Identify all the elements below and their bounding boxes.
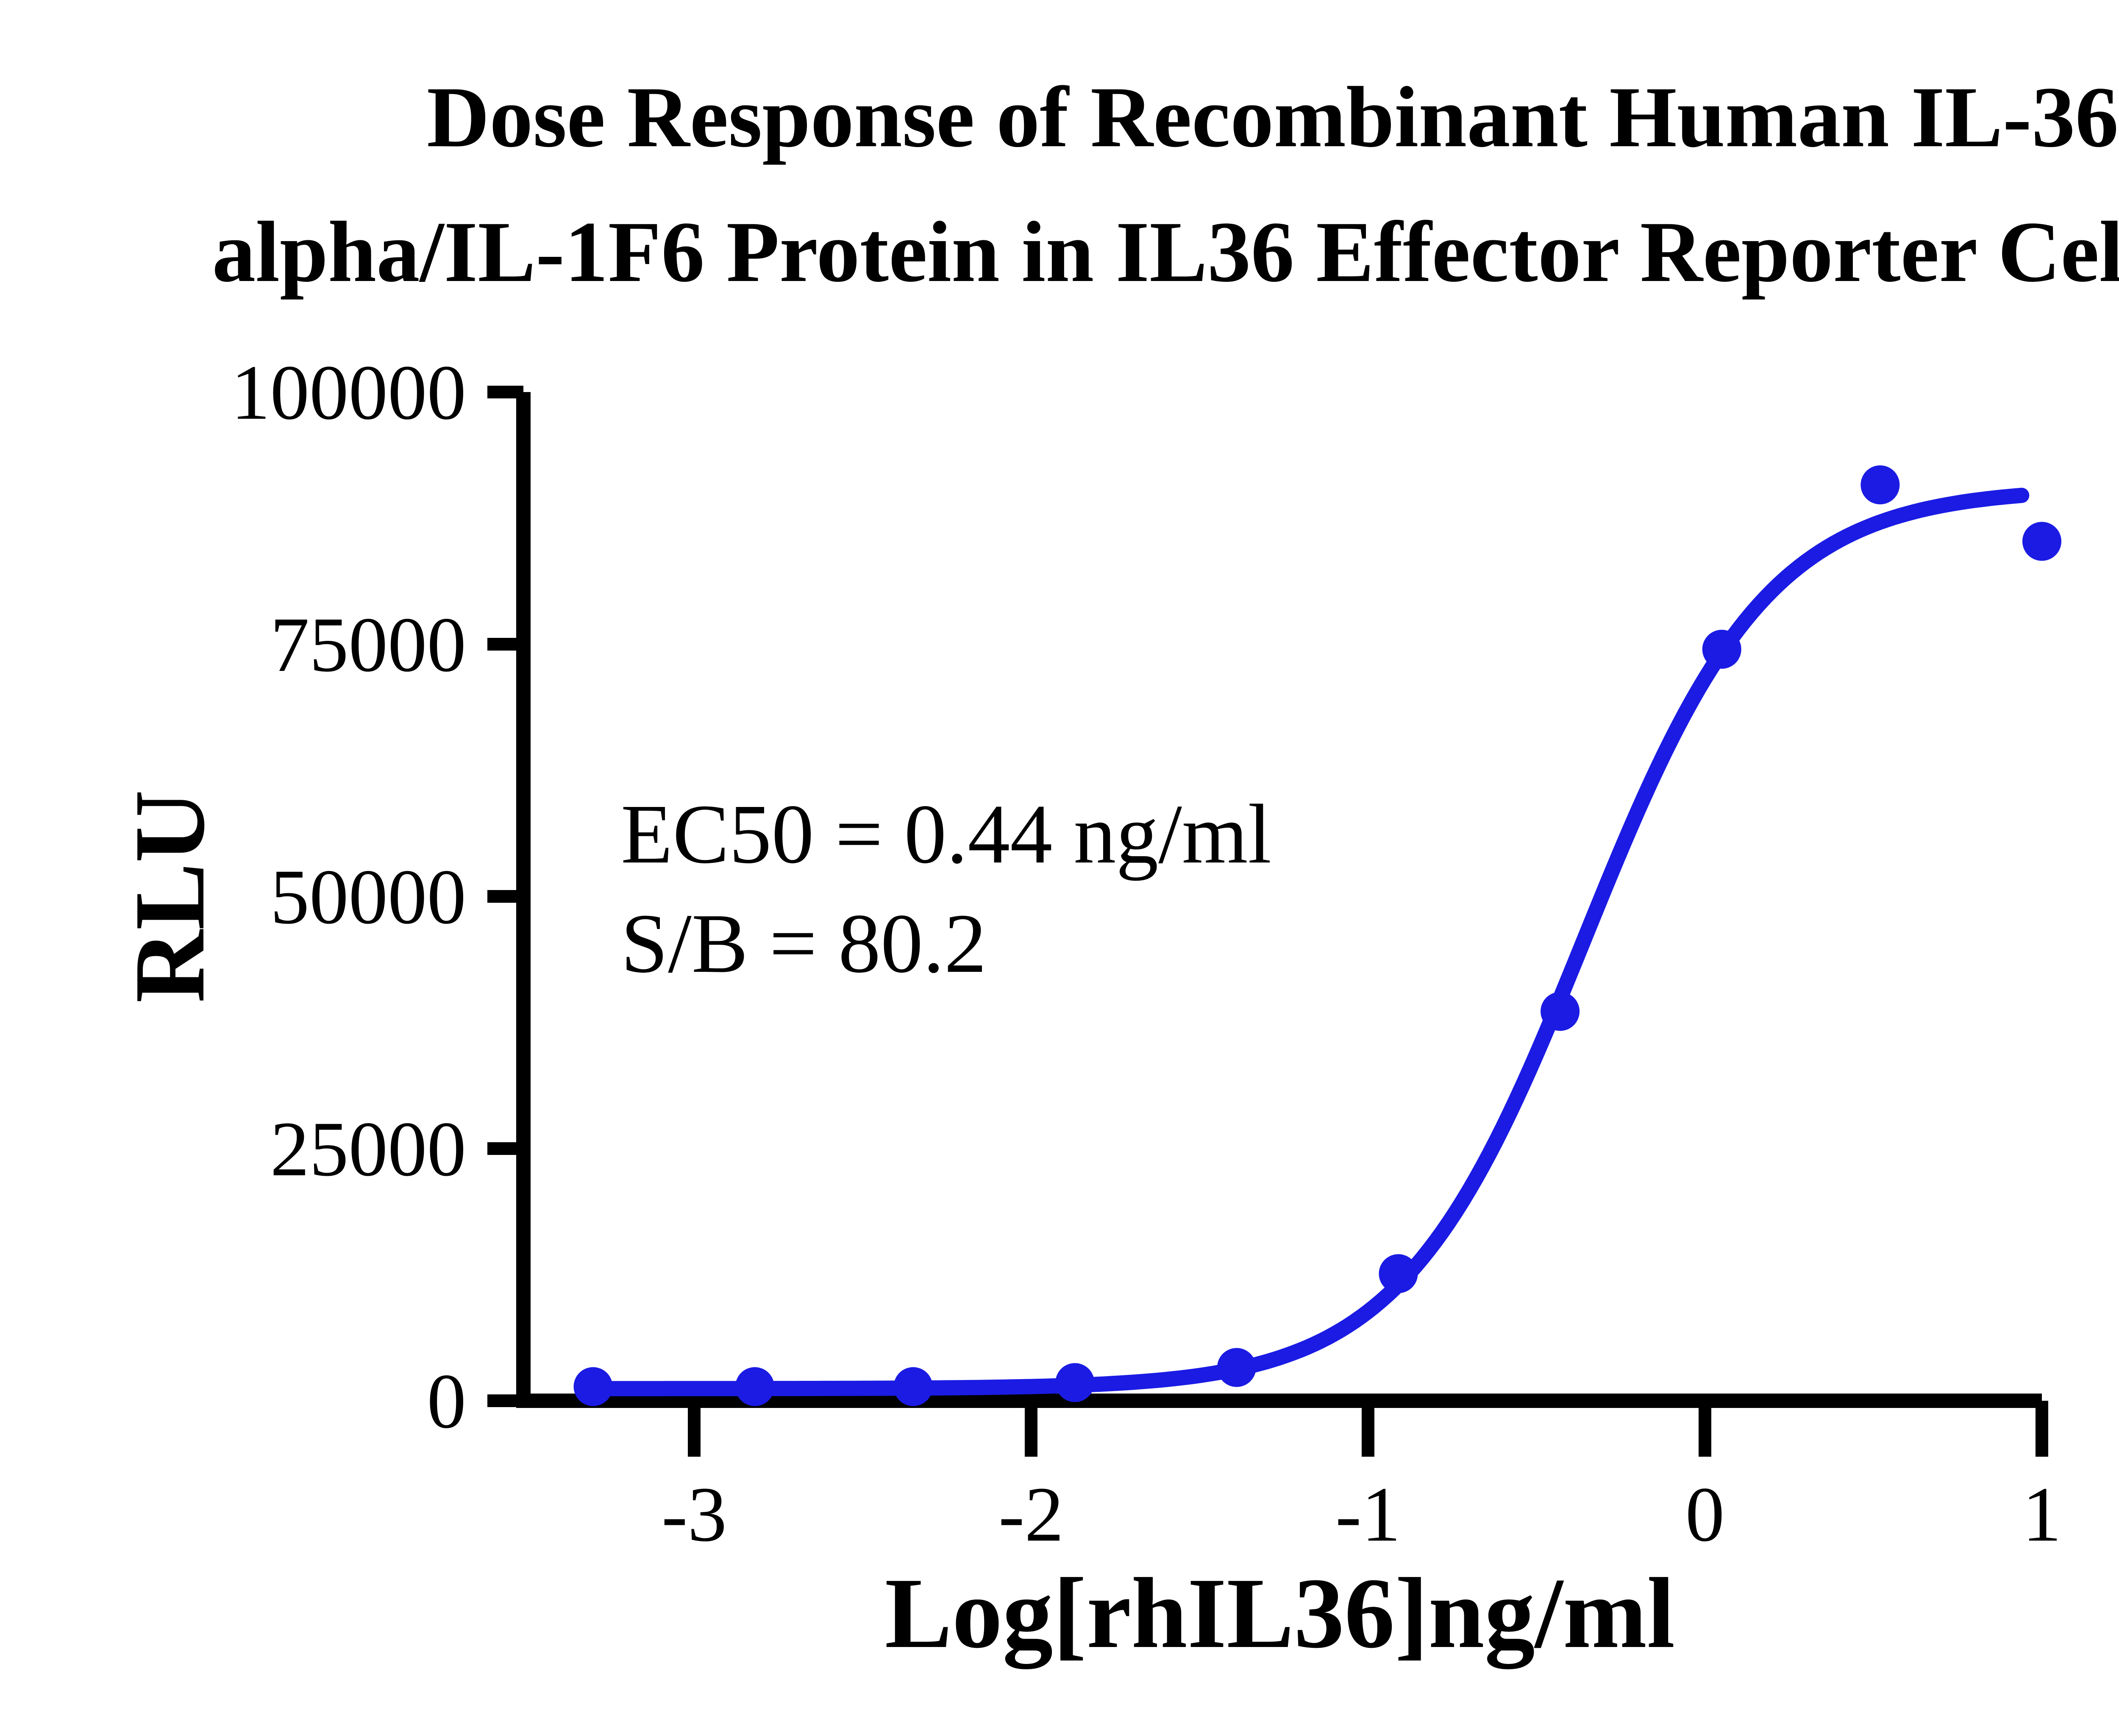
data-point bbox=[1541, 992, 1580, 1031]
y-tick-label: 0 bbox=[427, 1358, 467, 1445]
data-point bbox=[573, 1367, 613, 1406]
y-tick-label: 100000 bbox=[231, 349, 466, 436]
data-point bbox=[1860, 465, 1900, 504]
data-point bbox=[735, 1367, 775, 1406]
x-tick-label: -1 bbox=[1335, 1471, 1401, 1558]
chart-title-line1: Dose Response of Recombinant Human IL-36 bbox=[427, 69, 2119, 165]
x-tick-label: -3 bbox=[662, 1471, 727, 1558]
y-tick-label: 25000 bbox=[270, 1106, 467, 1193]
data-point bbox=[2022, 522, 2061, 561]
x-tick-label: 1 bbox=[2022, 1471, 2062, 1558]
fit-annotation: EC50 = 0.44 ng/ml S/B = 80.2 bbox=[621, 780, 1271, 999]
chart-title: Dose Response of Recombinant Human IL-36… bbox=[0, 50, 2119, 320]
data-point bbox=[1702, 629, 1741, 669]
data-point bbox=[1055, 1363, 1095, 1402]
ec50-value: EC50 = 0.44 ng/ml bbox=[621, 787, 1272, 881]
y-tick-label: 75000 bbox=[270, 601, 467, 688]
data-point bbox=[893, 1367, 933, 1406]
fit-curve bbox=[578, 487, 2030, 1397]
signal-background-ratio: S/B = 80.2 bbox=[621, 897, 987, 990]
data-point bbox=[1379, 1254, 1418, 1294]
x-tick-label: -2 bbox=[998, 1471, 1064, 1558]
chart-title-line2: alpha/IL-1F6 Protein in IL36 Effector Re… bbox=[212, 204, 2119, 300]
data-point bbox=[1217, 1348, 1256, 1387]
x-tick-label: 0 bbox=[1685, 1471, 1725, 1558]
x-axis-label: Log[rhIL36]ng/ml bbox=[884, 1558, 1675, 1669]
y-tick-label: 50000 bbox=[270, 854, 467, 940]
